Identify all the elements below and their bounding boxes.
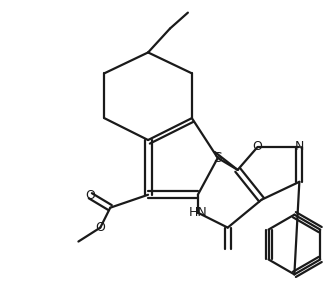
- Text: S: S: [214, 151, 222, 165]
- Text: HN: HN: [189, 206, 207, 219]
- Text: N: N: [295, 140, 304, 153]
- Text: O: O: [86, 189, 95, 202]
- Text: O: O: [95, 221, 105, 234]
- Text: O: O: [253, 140, 263, 153]
